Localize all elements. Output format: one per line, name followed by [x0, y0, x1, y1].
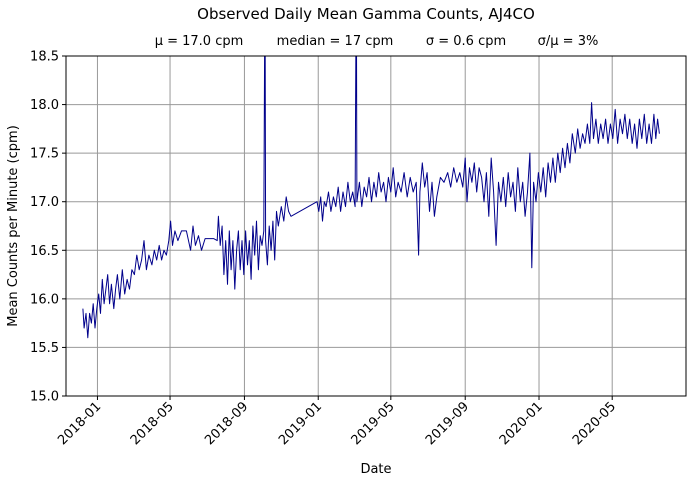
- x-tick-label: 2019-09: [423, 399, 472, 448]
- y-tick-label: 15.5: [30, 341, 59, 356]
- y-axis-label: Mean Counts per Minute (cpm): [6, 125, 21, 327]
- subtitle-median: median = 17 cpm: [277, 34, 394, 49]
- y-tick-label: 17.0: [30, 195, 59, 210]
- subtitle-sigma: σ = 0.6 cpm: [426, 34, 506, 49]
- chart-subtitle: μ = 17.0 cpm median = 17 cpm σ = 0.6 cpm…: [155, 34, 599, 49]
- y-tick-label: 15.0: [30, 390, 59, 405]
- grid: [66, 55, 686, 397]
- y-tick-label: 16.0: [30, 292, 59, 307]
- y-tick-label: 18.0: [30, 98, 59, 113]
- ticks: 15.0 15.5 16.0 16.5 17.0 17.5 18.0 18.5 2018-01 2…: [30, 50, 619, 449]
- x-axis-label: Date: [360, 462, 391, 477]
- plot-frame: [65, 55, 687, 397]
- series-line-daily-mean: [82, 56, 660, 339]
- x-tick-label: 2020-05: [570, 399, 619, 448]
- x-tick-label: 2018-05: [128, 399, 177, 448]
- x-tick-label: 2019-01: [276, 399, 325, 448]
- x-tick-label: 2020-01: [497, 399, 546, 448]
- chart-title: Observed Daily Mean Gamma Counts, AJ4CO: [197, 5, 535, 23]
- subtitle-mean: μ = 17.0 cpm: [155, 34, 244, 49]
- y-tick-label: 17.5: [30, 147, 59, 162]
- x-tick-label: 2019-05: [349, 399, 398, 448]
- x-tick-label: 2018-09: [202, 399, 251, 448]
- y-tick-label: 18.5: [30, 50, 59, 65]
- subtitle-relative-sigma: σ/μ = 3%: [538, 34, 599, 49]
- x-tick-label: 2018-01: [55, 399, 104, 448]
- series-layer: [82, 56, 660, 339]
- y-tick-label: 16.5: [30, 244, 59, 259]
